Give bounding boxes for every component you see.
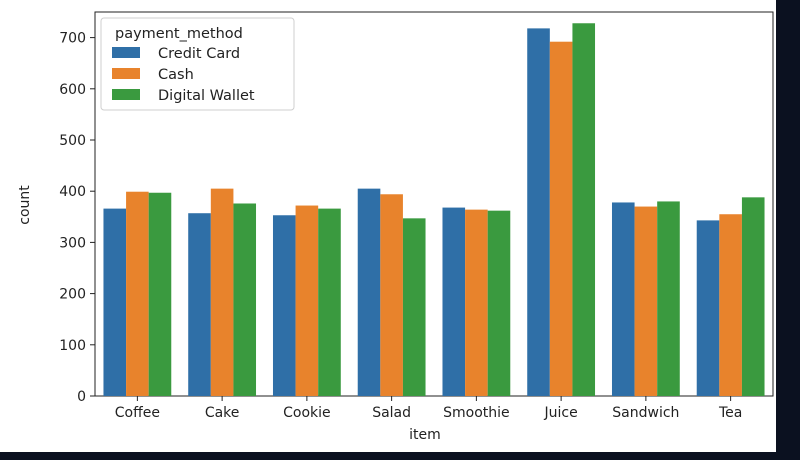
legend-entry-cash: Cash xyxy=(158,67,194,83)
bar-juice-cash xyxy=(549,41,573,396)
legend-box xyxy=(100,17,295,111)
bar-coffee-digital-wallet xyxy=(148,192,172,396)
bar-sandwich-cash xyxy=(634,206,658,396)
bar-smoothie-digital-wallet xyxy=(487,210,511,396)
bar-cookie-digital-wallet xyxy=(318,208,341,396)
bars-layer xyxy=(103,23,765,396)
x-axis: Coffee Cake Cookie Salad Smoothie Juice Sandwi… xyxy=(115,396,742,421)
y-tick-label-200: 200 xyxy=(59,287,86,303)
x-tick-label-tea: Tea xyxy=(718,405,742,421)
x-axis-label: item xyxy=(409,427,441,443)
y-tick-label-700: 700 xyxy=(59,31,86,47)
bar-cake-digital-wallet xyxy=(233,203,257,396)
bar-cookie-credit-card xyxy=(272,215,296,396)
bar-tea-cash xyxy=(719,214,742,396)
bar-smoothie-credit-card xyxy=(442,207,466,396)
y-tick-label-600: 600 xyxy=(59,82,86,98)
bar-tea-digital-wallet xyxy=(741,197,765,396)
y-tick-label-400: 400 xyxy=(59,184,86,200)
y-axis-label: count xyxy=(17,185,33,225)
bar-salad-credit-card xyxy=(357,188,381,396)
bar-cookie-cash xyxy=(295,205,319,396)
legend-entry-digital-wallet: Digital Wallet xyxy=(158,88,255,104)
x-tick-label-cookie: Cookie xyxy=(283,405,331,421)
y-axis: 0 100 200 300 400 500 600 700 xyxy=(59,31,95,405)
legend-swatch-cash xyxy=(112,68,140,79)
x-tick-label-cake: Cake xyxy=(205,405,240,421)
grouped-bar-chart: 0 100 200 300 400 500 600 700 Coffee Cake Cookie S… xyxy=(17,11,774,443)
bar-coffee-cash xyxy=(126,191,149,396)
x-tick-label-coffee: Coffee xyxy=(115,405,160,421)
y-tick-label-500: 500 xyxy=(59,133,86,149)
legend-swatch-credit-card xyxy=(112,47,140,58)
bar-sandwich-digital-wallet xyxy=(657,201,680,396)
chart-frame: 0 100 200 300 400 500 600 700 Coffee Cake Cookie S… xyxy=(0,0,776,452)
bar-juice-credit-card xyxy=(527,28,550,396)
x-tick-label-sandwich: Sandwich xyxy=(612,405,679,421)
bar-cake-credit-card xyxy=(188,213,211,396)
bar-sandwich-credit-card xyxy=(611,202,635,396)
y-tick-label-0: 0 xyxy=(77,389,86,405)
bar-juice-digital-wallet xyxy=(572,23,596,396)
legend-entry-credit-card: Credit Card xyxy=(158,46,240,62)
bar-coffee-credit-card xyxy=(103,208,127,396)
bar-salad-cash xyxy=(380,194,403,396)
x-tick-label-smoothie: Smoothie xyxy=(443,405,510,421)
bar-cake-cash xyxy=(210,188,234,396)
y-tick-label-300: 300 xyxy=(59,235,86,251)
legend-swatch-digital-wallet xyxy=(112,89,140,100)
x-tick-label-salad: Salad xyxy=(372,405,411,421)
legend-title: payment_method xyxy=(115,26,243,42)
x-tick-label-juice: Juice xyxy=(544,405,578,421)
bar-tea-credit-card xyxy=(696,220,720,396)
y-tick-label-100: 100 xyxy=(59,338,86,354)
bar-smoothie-cash xyxy=(465,209,488,396)
bar-salad-digital-wallet xyxy=(402,218,426,396)
legend: payment_method Credit Card Cash Digital Wa… xyxy=(100,17,295,111)
